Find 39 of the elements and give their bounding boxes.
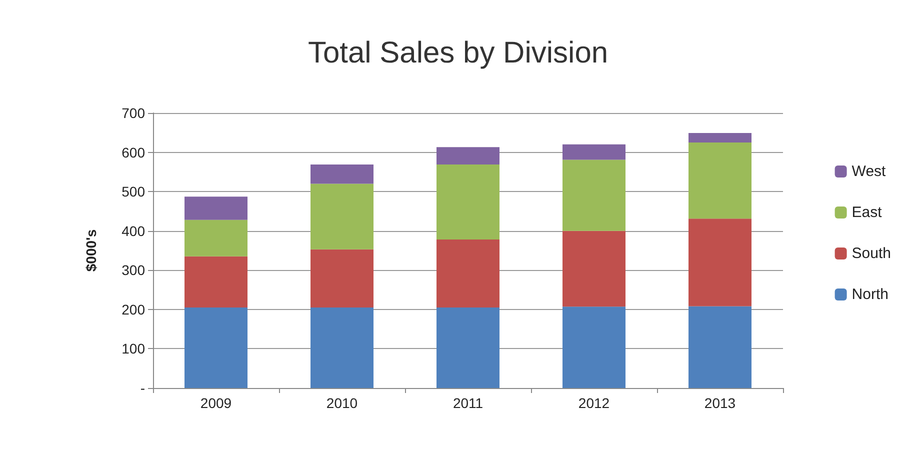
legend-label: North — [852, 286, 888, 303]
bar — [310, 249, 374, 308]
bar — [562, 144, 626, 160]
bar — [688, 218, 752, 306]
y-tick-label: 700 — [122, 105, 146, 121]
bar — [436, 240, 500, 308]
legend-label: West — [852, 163, 887, 180]
x-tick-label: 2013 — [704, 395, 736, 411]
x-tick-label: 2012 — [578, 395, 610, 411]
bar — [436, 164, 500, 240]
bar — [688, 142, 752, 219]
legend-label: East — [852, 204, 883, 221]
bar — [310, 307, 374, 388]
y-tick-label: 300 — [122, 262, 146, 278]
y-tick-label: 400 — [122, 222, 146, 239]
x-tick-label: 2009 — [200, 395, 232, 411]
bar — [688, 133, 752, 142]
bar — [688, 306, 752, 388]
bar — [562, 160, 626, 231]
y-tick-label: 500 — [122, 184, 146, 200]
y-tick-label: 600 — [122, 144, 146, 160]
y-tick-label: - — [140, 380, 146, 396]
bar — [184, 196, 248, 220]
bar — [184, 220, 248, 256]
chart-title: Total Sales by Division — [308, 36, 608, 70]
bar — [562, 230, 626, 307]
x-tick-label: 2010 — [326, 395, 358, 411]
bar — [436, 147, 500, 164]
bar — [184, 256, 248, 308]
y-tick-label: 100 — [122, 340, 146, 357]
bar — [184, 307, 248, 388]
x-tick-label: 2011 — [452, 395, 484, 411]
y-tick-label: 200 — [122, 301, 146, 318]
bar — [436, 307, 500, 388]
bar — [562, 306, 626, 388]
legend-label: South — [852, 245, 892, 262]
bar — [310, 184, 374, 250]
y-axis-title: $000's — [83, 229, 99, 272]
bar — [310, 164, 374, 184]
